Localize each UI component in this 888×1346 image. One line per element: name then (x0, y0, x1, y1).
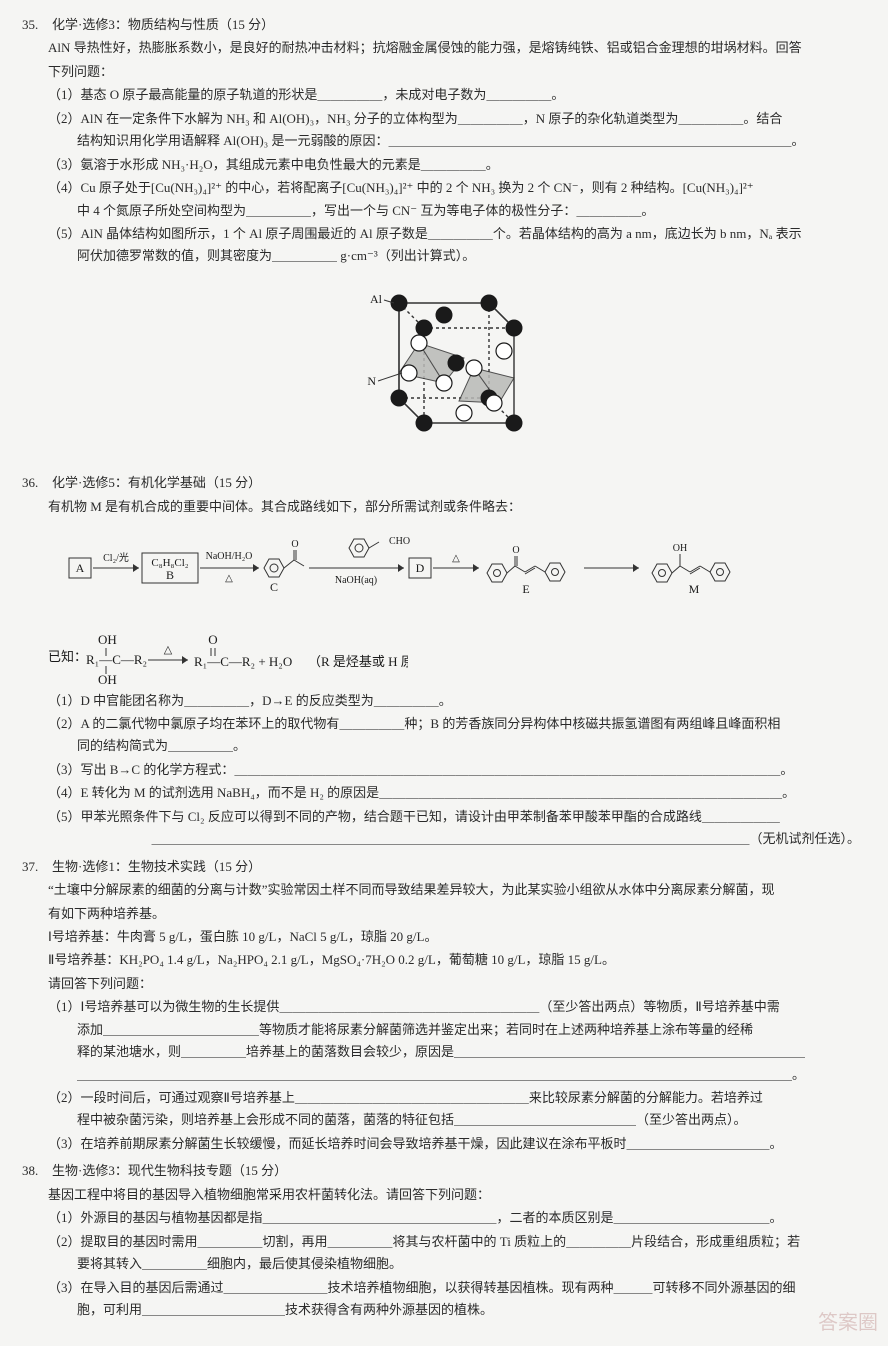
question-36: 36. 化学·选修5：有机化学基础（15 分） 有机物 M 是有机合成的重要中间… (22, 472, 866, 849)
question-37: 37. 生物·选修1：生物技术实践（15 分） “土壤中分解尿素的细菌的分离与计… (22, 856, 866, 1155)
q38-sub2: （2）提取目的基因时需用＿＿＿＿＿切割，再用＿＿＿＿＿将其与农杆菌中的 Ti 质… (48, 1231, 866, 1252)
q37-sub1: （1）Ⅰ号培养基可以为微生物的生长提供＿＿＿＿＿＿＿＿＿＿＿＿＿＿＿＿＿＿＿＿（… (48, 996, 866, 1017)
q35-sub3: （3）氨溶于水形成 NH₃·H₂O，其组成元素中电负性最大的元素是＿＿＿＿＿。 (48, 154, 866, 175)
q36-title: 化学·选修5：有机化学基础（15 分） (52, 472, 261, 493)
q35-intro-line2: 下列问题： (48, 61, 866, 82)
q36-known: 已知： OH R₁—C—R₂ OH △ O R₁—C—R₂ + H₂O （R 是… (48, 626, 866, 686)
q37-sub1d: ＿＿＿＿＿＿＿＿＿＿＿＿＿＿＿＿＿＿＿＿＿＿＿＿＿＿＿＿＿＿＿＿＿＿＿＿＿＿＿＿… (77, 1064, 866, 1085)
q36-intro: 有机物 M 是有机合成的重要中间体。其合成路线如下，部分所需试剂或条件略去： (48, 496, 866, 517)
q38-sub3: （3）在导入目的基因后需通过＿＿＿＿＿＿＿＿技术培养植物细胞，以获得转基因植株。… (48, 1277, 866, 1298)
q37-intro-l1: “土壤中分解尿素的细菌的分离与计数”实验常因土样不同而导致结果差异较大，为此某实… (48, 879, 866, 900)
svg-text:OH: OH (98, 632, 117, 647)
svg-text:D: D (416, 561, 425, 575)
svg-text:E: E (522, 582, 529, 596)
svg-text:B: B (166, 568, 174, 582)
q37-number: 37. (22, 856, 48, 877)
svg-text:△: △ (452, 553, 460, 564)
svg-text:R₁—C—R₂: R₁—C—R₂ (86, 652, 147, 667)
question-38: 38. 生物·选修3：现代生物科技专题（15 分） 基因工程中将目的基因导入植物… (22, 1160, 866, 1320)
q36-sub2b: 同的结构简式为＿＿＿＿＿。 (77, 735, 866, 756)
q38-sub3b: 胞，可利用＿＿＿＿＿＿＿＿＿＿＿技术获得含有两种外源基因的植株。 (77, 1299, 866, 1320)
q37-sub1b: 添加＿＿＿＿＿＿＿＿＿＿＿＿等物质才能将尿素分解菌筛选并鉴定出来；若同时在上述两… (77, 1019, 866, 1040)
q38-sub1: （1）外源目的基因与植物基因都是指＿＿＿＿＿＿＿＿＿＿＿＿＿＿＿＿＿＿，二者的本… (48, 1207, 866, 1228)
q36-synthesis-scheme: A Cl₂/光 C₈H₈Cl₂ B NaOH/H₂O △ (22, 523, 866, 619)
q38-sub2b: 要将其转入＿＿＿＿＿细胞内，最后使其侵染植物细胞。 (77, 1253, 866, 1274)
q35-sub5b: 阿伏加德罗常数的值，则其密度为＿＿＿＿＿ g·cm⁻³（列出计算式）。 (77, 245, 866, 266)
svg-text:Cl₂/光: Cl₂/光 (103, 551, 129, 564)
q35-number: 35. (22, 14, 48, 35)
q37-intro-l2: 有如下两种培养基。 (48, 903, 866, 924)
q36-sub2: （2）A 的二氯代物中氯原子均在苯环上的取代物有＿＿＿＿＿种；B 的芳香族同分异… (48, 713, 866, 734)
svg-text:OH: OH (673, 543, 687, 554)
q35-sub4b: 中 4 个氮原子所处空间构型为＿＿＿＿＿，写出一个与 CN⁻ 互为等电子体的极性… (77, 200, 866, 221)
q38-number: 38. (22, 1160, 48, 1181)
q36-sub1: （1）D 中官能团名称为＿＿＿＿＿，D→E 的反应类型为＿＿＿＿＿。 (48, 690, 866, 711)
q37-sub2: （2）一段时间后，可通过观察Ⅱ号培养基上＿＿＿＿＿＿＿＿＿＿＿＿＿＿＿＿＿＿来比… (48, 1087, 866, 1108)
svg-text:R₁—C—R₂ + H₂O: R₁—C—R₂ + H₂O (194, 654, 292, 669)
q38-intro: 基因工程中将目的基因导入植物细胞常采用农杆菌转化法。请回答下列问题： (48, 1184, 866, 1205)
q37-title: 生物·选修1：生物技术实践（15 分） (52, 856, 261, 877)
svg-text:M: M (689, 582, 700, 596)
q37-medium1: Ⅰ号培养基：牛肉膏 5 g/L，蛋白胨 10 g/L，NaCl 5 g/L，琼脂… (48, 926, 866, 947)
q37-sub2b: 程中被杂菌污染，则培养基上会形成不同的菌落，菌落的特征包括＿＿＿＿＿＿＿＿＿＿＿… (77, 1109, 866, 1130)
q37-sub1c: 释的某池塘水，则＿＿＿＿＿培养基上的菌落数目会较少，原因是＿＿＿＿＿＿＿＿＿＿＿… (77, 1041, 866, 1062)
q35-sub2b: 结构知识用化学用语解释 Al(OH)₃ 是一元弱酸的原因：＿＿＿＿＿＿＿＿＿＿＿… (77, 130, 866, 151)
svg-text:A: A (76, 561, 85, 575)
q35-sub4: （4）Cu 原子处于[Cu(NH₃)₄]²⁺ 的中心，若将配离子[Cu(NH₃)… (48, 177, 866, 198)
svg-text:O: O (512, 545, 519, 556)
svg-text:已知：: 已知： (48, 649, 87, 664)
svg-text:C: C (270, 580, 278, 594)
q35-sub1: （1）基态 O 原子最高能量的原子轨道的形状是＿＿＿＿＿，未成对电子数为＿＿＿＿… (48, 84, 866, 105)
q37-lead: 请回答下列问题： (48, 973, 866, 994)
q36-sub5: （5）甲苯光照条件下与 Cl₂ 反应可以得到不同的产物，结合题干已知，请设计由甲… (48, 806, 866, 827)
q36-sub3: （3）写出 B→C 的化学方程式：＿＿＿＿＿＿＿＿＿＿＿＿＿＿＿＿＿＿＿＿＿＿＿… (48, 759, 866, 780)
svg-text:CHO: CHO (389, 536, 410, 547)
q37-medium2: Ⅱ号培养基：KH₂PO₄ 1.4 g/L，Na₂HPO₄ 2.1 g/L，MgS… (48, 949, 866, 970)
n-label-text: N (367, 374, 376, 388)
svg-text:NaOH(aq): NaOH(aq) (335, 575, 377, 586)
svg-text:（R 是烃基或 H 原子）。: （R 是烃基或 H 原子）。 (308, 654, 408, 669)
q38-title: 生物·选修3：现代生物科技专题（15 分） (52, 1160, 287, 1181)
svg-text:O: O (208, 632, 217, 647)
q37-sub3: （3）在培养前期尿素分解菌生长较缓慢，而延长培养时间会导致培养基干燥，因此建议在… (48, 1133, 866, 1154)
q36-sub4: （4）E 转化为 M 的试剂选用 NaBH₄，而不是 H₂ 的原因是＿＿＿＿＿＿… (48, 782, 866, 803)
svg-text:OH: OH (98, 672, 117, 686)
al-label-text: Al (370, 292, 383, 306)
svg-text:NaOH/H₂O: NaOH/H₂O (206, 551, 253, 562)
svg-text:O: O (291, 539, 298, 550)
svg-text:△: △ (164, 644, 173, 656)
q36-sub5b: ＿＿＿＿＿＿＿＿＿＿＿＿＿＿＿＿＿＿＿＿＿＿＿＿＿＿＿＿＿＿＿＿＿＿＿＿＿＿＿＿… (77, 828, 860, 849)
q35-intro-line1: AlN 导热性好，热膨胀系数小，是良好的耐热冲击材料；抗熔融金属侵蚀的能力强，是… (48, 37, 866, 58)
q36-number: 36. (22, 472, 48, 493)
q35-title: 化学·选修3：物质结构与性质（15 分） (52, 14, 274, 35)
q35-crystal-figure: Al N (22, 273, 866, 464)
question-35: 35. 化学·选修3：物质结构与性质（15 分） AlN 导热性好，热膨胀系数小… (22, 14, 866, 464)
q35-sub5: （5）AlN 晶体结构如图所示，1 个 Al 原子周围最近的 Al 原子数是＿＿… (48, 223, 866, 244)
svg-text:△: △ (225, 573, 233, 584)
q35-sub2: （2）AlN 在一定条件下水解为 NH₃ 和 Al(OH)₃，NH₃ 分子的立体… (48, 108, 866, 129)
